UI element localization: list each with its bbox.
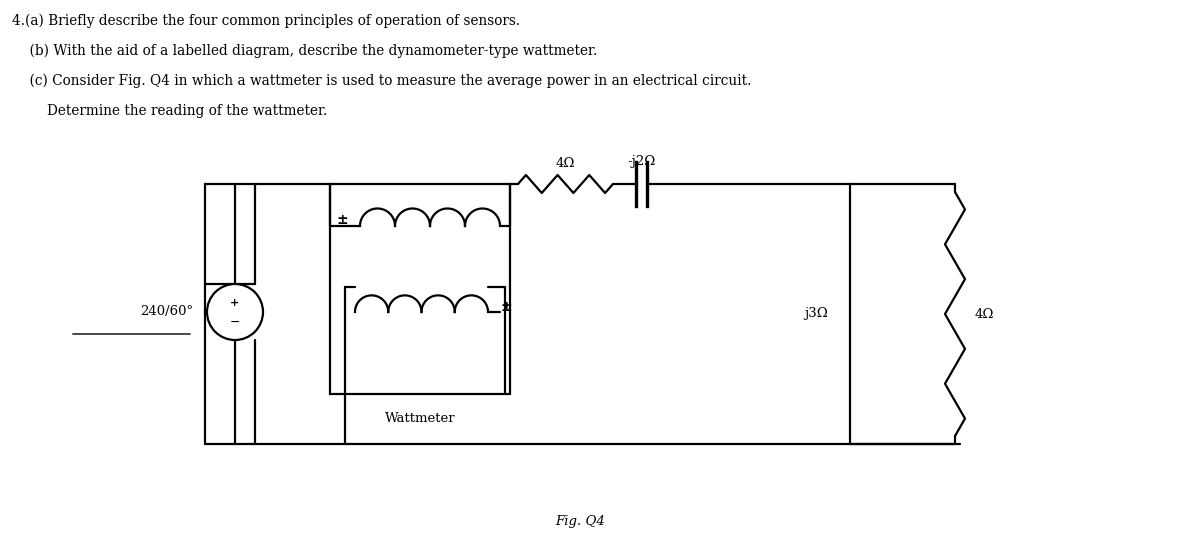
Text: 4Ω: 4Ω [556, 157, 575, 171]
Bar [330, 184, 510, 394]
Text: ±: ± [336, 213, 348, 227]
Text: 240/60°: 240/60° [140, 305, 193, 319]
Text: Fig. Q4: Fig. Q4 [556, 516, 605, 528]
Text: 4Ω: 4Ω [974, 307, 995, 321]
Text: (c) Consider Fig. Q4 in which a wattmeter is used to measure the average power i: (c) Consider Fig. Q4 in which a wattmete… [12, 74, 751, 88]
Text: ±: ± [500, 300, 511, 314]
Text: 4.(a) Briefly describe the four common principles of operation of sensors.: 4.(a) Briefly describe the four common p… [12, 14, 520, 28]
Text: Wattmeter: Wattmeter [385, 412, 455, 425]
Text: −: − [229, 316, 240, 328]
Text: (b) With the aid of a labelled diagram, describe the dynamometer-type wattmeter.: (b) With the aid of a labelled diagram, … [12, 44, 598, 59]
Text: Determine the reading of the wattmeter.: Determine the reading of the wattmeter. [12, 104, 328, 118]
Text: -j2Ω: -j2Ω [626, 156, 655, 168]
Text: j3Ω: j3Ω [804, 307, 828, 321]
Circle shape [206, 284, 263, 340]
Text: +: + [230, 298, 240, 308]
